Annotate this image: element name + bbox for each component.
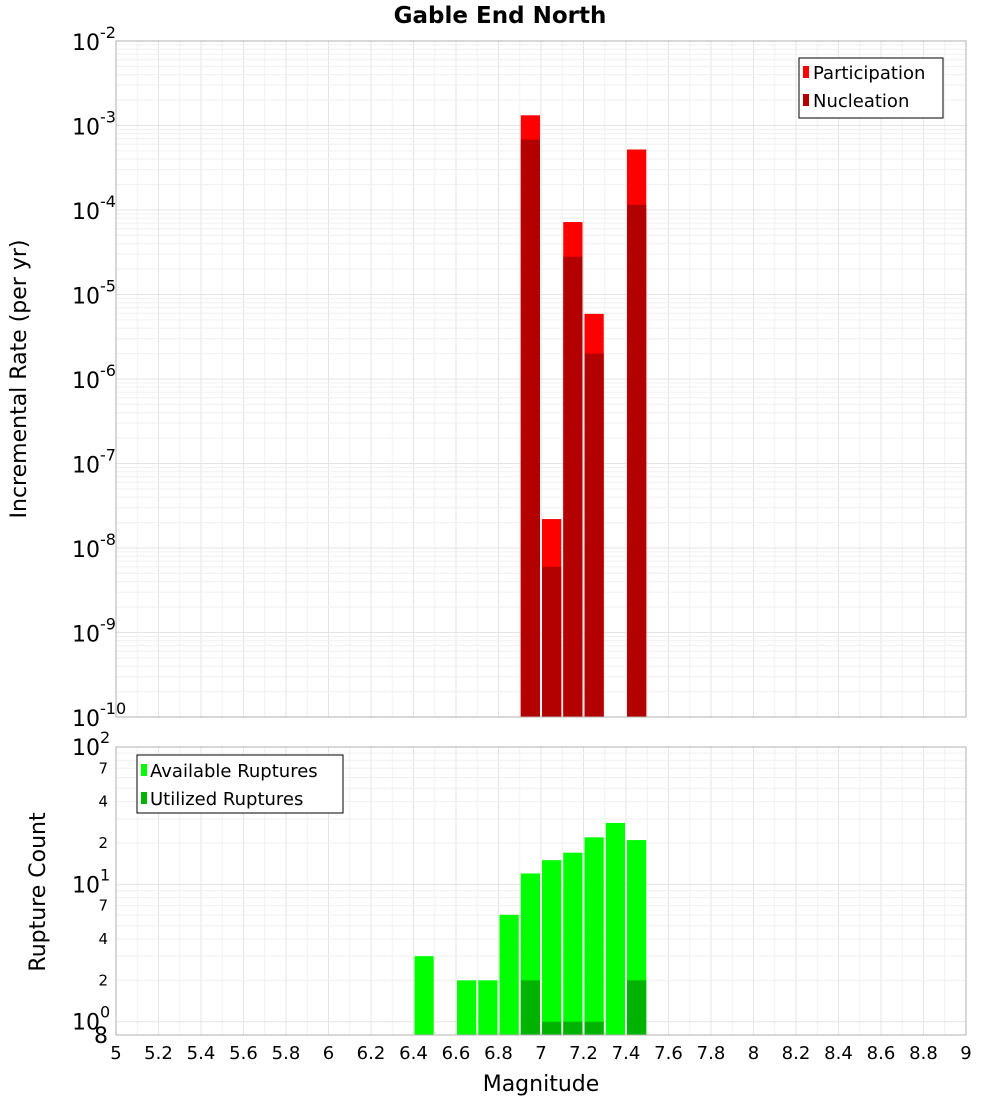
- x-tick-label: 6: [323, 1043, 334, 1064]
- x-tick-label: 6.2: [357, 1043, 386, 1064]
- bottom-legend: Available Ruptures Utilized Ruptures: [136, 754, 344, 814]
- legend-label-utilized-ruptures: Utilized Ruptures: [150, 789, 303, 810]
- x-tick-label: 8.2: [782, 1043, 811, 1064]
- utilized-ruptures-bar: [627, 980, 647, 1035]
- utilized-ruptures-bar: [520, 980, 540, 1035]
- nucleation-bar: [563, 256, 583, 717]
- bottom-y-minor-tick-label: 7: [98, 759, 108, 777]
- utilized-ruptures-bar: [563, 1021, 583, 1035]
- x-tick-label: 5: [110, 1043, 121, 1064]
- bottom-y-minor-tick-label: 8: [94, 1024, 108, 1049]
- available-ruptures-bar: [457, 980, 477, 1035]
- x-tick-label: 7.4: [612, 1043, 641, 1064]
- top-legend-box: [798, 57, 944, 119]
- legend-label-nucleation: Nucleation: [813, 91, 909, 112]
- bottom-y-minor-tick-label: 4: [98, 930, 108, 948]
- top-y-tick-label: 10-7: [72, 446, 116, 479]
- top-y-tick-label: 10-10: [72, 699, 126, 732]
- x-tick-labels: 5 5.2 5.4 5.6 5.8 6 6.2 6.4 6.6 6.8 7 7.2 7.4 7.6 7.8 8…: [110, 1043, 971, 1064]
- x-tick-label: 6.6: [442, 1043, 471, 1064]
- top-gridlines: [115, 41, 967, 718]
- nucleation-bar: [520, 139, 540, 717]
- x-tick-label: 7: [535, 1043, 546, 1064]
- top-y-tick-label: 10-4: [72, 192, 116, 225]
- legend-label-participation: Participation: [813, 63, 925, 84]
- bottom-y-minor-tick-label: 2: [98, 834, 108, 852]
- bottom-y-minor-tick-label: 2: [98, 971, 108, 989]
- top-y-tick-label: 10-2: [72, 23, 116, 56]
- x-tick-label: 6.4: [399, 1043, 428, 1064]
- nucleation-bar: [542, 566, 562, 717]
- top-plot: 10-10 10-9 10-8 10-7 10-6 10-5 10-4 10-3 10-2 In…: [7, 23, 967, 732]
- nucleation-bar: [627, 204, 647, 717]
- legend-swatch-participation: [803, 66, 809, 78]
- bottom-plot: 100 101 102 8 2 4 7 2 4 7 5 5.2 5.4 5.6 5.8 6 6.2 6.4 6.6…: [26, 728, 972, 1097]
- bottom-y-tick-labels: 100 101 102 8 2 4 7 2 4 7: [72, 728, 110, 1049]
- legend-swatch-utilized-ruptures: [141, 792, 147, 804]
- top-bars: [520, 115, 647, 718]
- top-legend: Participation Nucleation: [798, 57, 944, 119]
- bottom-y-major-tick-label: 102: [72, 728, 110, 761]
- top-y-tick-label: 10-8: [72, 530, 116, 563]
- top-plot-frame: [115, 40, 967, 718]
- x-tick-label: 7.2: [569, 1043, 598, 1064]
- top-y-tick-label: 10-5: [72, 277, 116, 310]
- bottom-bars: [414, 822, 647, 1035]
- x-tick-label: 8.8: [909, 1043, 938, 1064]
- available-ruptures-bar: [478, 980, 498, 1035]
- bottom-plot-frame: [115, 746, 967, 1036]
- available-ruptures-bar: [563, 852, 583, 1035]
- x-tick-label: 5.6: [229, 1043, 258, 1064]
- x-tick-label: 7.8: [697, 1043, 726, 1064]
- x-tick-label: 5.2: [144, 1043, 173, 1064]
- x-tick-label: 8: [748, 1043, 759, 1064]
- x-tick-label: 5.4: [187, 1043, 216, 1064]
- available-ruptures-bar: [499, 914, 519, 1035]
- x-tick-label: 9: [960, 1043, 971, 1064]
- bottom-y-minor-tick-label: 4: [98, 793, 108, 811]
- x-tick-label: 7.6: [654, 1043, 683, 1064]
- bottom-legend-box: [136, 754, 344, 814]
- available-ruptures-bar: [584, 837, 604, 1035]
- bottom-y-axis-label: Rupture Count: [26, 812, 51, 972]
- legend-swatch-available-ruptures: [141, 764, 147, 776]
- top-y-tick-label: 10-3: [72, 108, 116, 141]
- top-y-tick-label: 10-6: [72, 361, 116, 394]
- x-tick-label: 5.8: [272, 1043, 301, 1064]
- top-y-axis-label: Incremental Rate (per yr): [7, 240, 32, 519]
- chart-title: Gable End North: [394, 3, 607, 29]
- x-tick-label: 8.6: [867, 1043, 896, 1064]
- utilized-ruptures-bar: [542, 1021, 562, 1035]
- available-ruptures-bar: [414, 956, 434, 1035]
- bottom-y-major-tick-label: 101: [72, 865, 110, 898]
- legend-label-available-ruptures: Available Ruptures: [150, 761, 318, 782]
- bottom-y-major-tick-label: 100: [72, 1003, 110, 1036]
- available-ruptures-bar: [542, 860, 562, 1035]
- bottom-y-minor-tick-label: 7: [98, 897, 108, 915]
- available-ruptures-bar: [605, 822, 625, 1035]
- x-tick-label: 6.8: [484, 1043, 513, 1064]
- top-y-tick-labels: 10-10 10-9 10-8 10-7 10-6 10-5 10-4 10-3 10-2: [72, 23, 126, 732]
- legend-swatch-nucleation: [803, 94, 809, 106]
- x-tick-label: 8.4: [824, 1043, 853, 1064]
- utilized-ruptures-bar: [584, 1021, 604, 1035]
- top-y-tick-label: 10-9: [72, 615, 116, 648]
- nucleation-bar: [584, 353, 604, 717]
- x-axis-label: Magnitude: [483, 1072, 600, 1097]
